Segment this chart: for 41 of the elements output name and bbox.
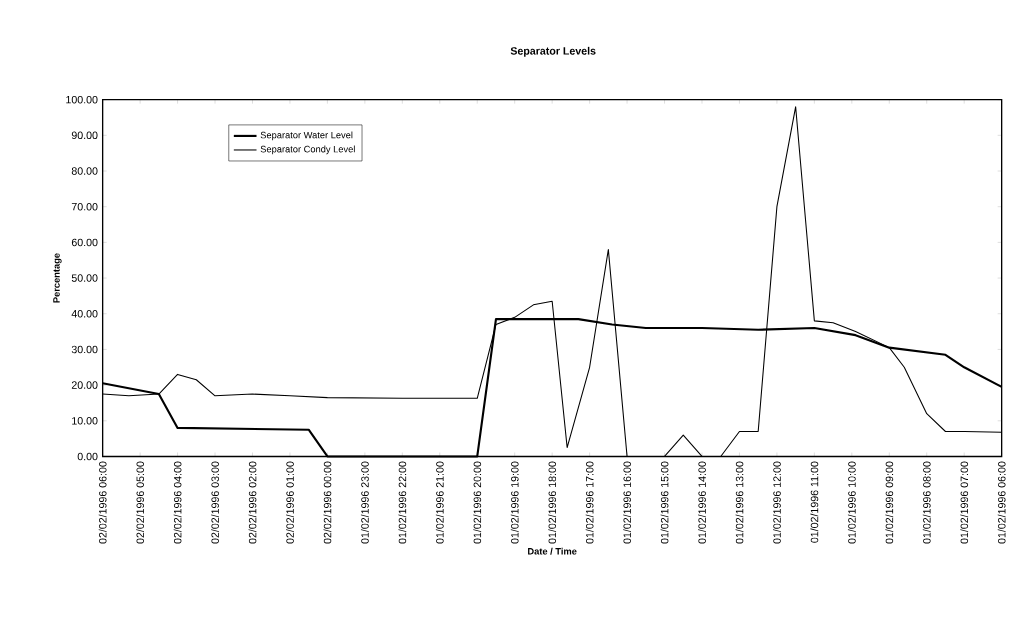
x-tick-label: 01/02/1996 11:00	[810, 461, 819, 543]
y-tick-label: 90.00	[71, 131, 98, 140]
x-tick-label: 01/02/1996 16:00	[623, 461, 631, 544]
x-tick-label: 01/02/1996 21:00	[435, 461, 444, 544]
y-axis-title: Percentage	[53, 253, 62, 303]
x-tick-label: 01/02/1996 18:00	[548, 461, 557, 544]
chart-title: Separator Levels	[510, 46, 596, 57]
x-tick-label: 01/02/1996 15:00	[660, 461, 669, 544]
x-tick-label: 01/02/1996 17:00	[585, 461, 594, 544]
x-tick-label: 01/02/1996 07:00	[960, 461, 969, 544]
x-tick-label: 02/02/1996 00:00	[323, 461, 332, 544]
x-tick-label: 01/02/1996 06:00	[997, 461, 1006, 544]
y-tick-label: 0.00	[77, 452, 98, 461]
x-tick-label: 01/02/1996 22:00	[398, 461, 407, 544]
y-tick-label: 20.00	[71, 381, 98, 389]
x-axis-title: Date / Time	[528, 547, 577, 555]
x-tick-label: 01/02/1996 08:00	[922, 461, 931, 544]
x-tick-label: 02/02/1996 02:00	[248, 461, 257, 544]
y-tick-label: 70.00	[71, 203, 98, 211]
x-tick-label: 01/02/1996 14:00	[698, 461, 706, 544]
x-tick-label: 02/02/1996 05:00	[136, 461, 145, 544]
x-tick-label: 01/02/1996 13:00	[735, 461, 744, 544]
y-tick-label: 40.00	[71, 310, 98, 318]
x-tick-label: 01/02/1996 10:00	[847, 461, 856, 544]
legend-label: Separator Condy Level	[260, 145, 355, 155]
y-tick-label: 80.00	[71, 167, 98, 175]
x-tick-label: 02/02/1996 01:00	[286, 461, 294, 544]
y-tick-label: 30.00	[71, 345, 98, 354]
x-tick-label: 02/02/1996 03:00	[211, 461, 219, 544]
legend-label: Separator Water Level	[260, 131, 353, 141]
y-tick-label: 50.00	[71, 274, 98, 282]
x-tick-label: 01/02/1996 23:00	[360, 461, 369, 544]
x-tick-label: 01/02/1996 20:00	[473, 461, 482, 544]
x-tick-label: 01/02/1996 12:00	[773, 461, 781, 544]
x-tick-label: 02/02/1996 06:00	[98, 461, 107, 544]
y-tick-label: 60.00	[71, 238, 98, 247]
x-tick-label: 01/02/1996 09:00	[885, 461, 894, 544]
y-tick-label: 10.00	[72, 417, 98, 425]
x-tick-label: 01/02/1996 19:00	[510, 461, 519, 544]
x-tick-label: 02/02/1996 04:00	[173, 461, 182, 544]
y-tick-label: 100.00	[66, 95, 98, 104]
